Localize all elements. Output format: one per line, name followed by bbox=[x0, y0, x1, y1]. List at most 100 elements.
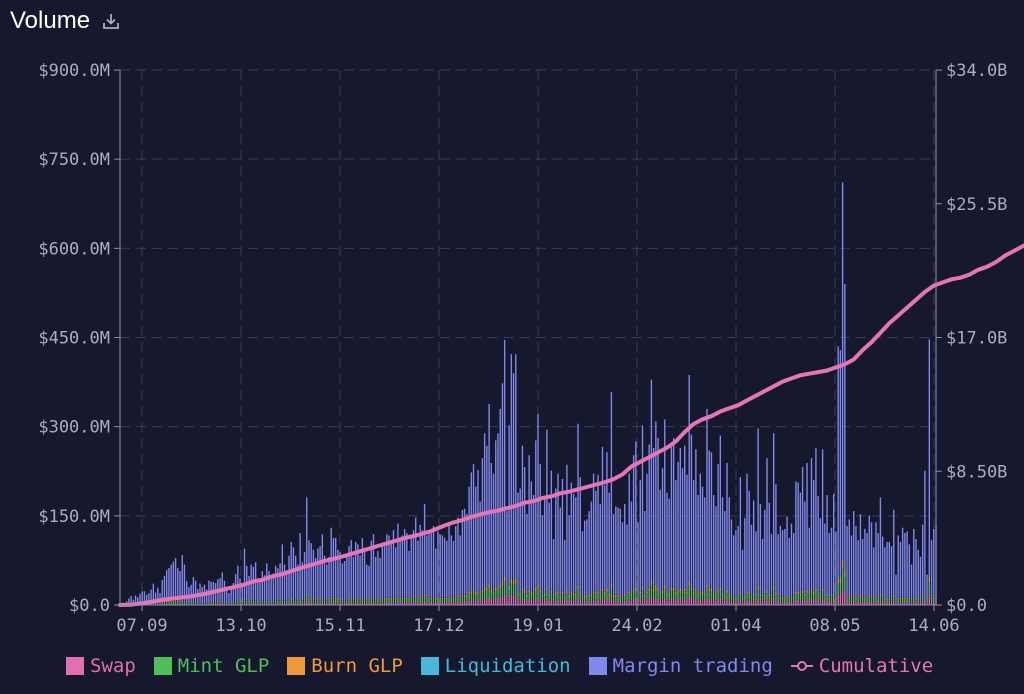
margin-trading-bar bbox=[715, 506, 717, 595]
margin-trading-bar bbox=[479, 501, 481, 594]
liquidation-bar bbox=[684, 587, 686, 589]
liquidation-bar bbox=[579, 590, 581, 592]
mint-glp-bar bbox=[681, 593, 684, 600]
margin-trading-bar bbox=[426, 535, 428, 598]
margin-trading-bar bbox=[699, 473, 702, 591]
liquidation-bar bbox=[706, 582, 708, 585]
burn-glp-bar bbox=[788, 597, 790, 600]
mint-glp-bar bbox=[728, 595, 730, 601]
liquidation-bar bbox=[539, 588, 541, 591]
margin-trading-bar bbox=[608, 492, 610, 593]
swap-bar bbox=[392, 602, 395, 605]
liquidation-bar bbox=[401, 597, 404, 598]
burn-glp-bar bbox=[183, 600, 186, 602]
legend-item-swap[interactable]: Swap bbox=[66, 655, 136, 677]
liquidation-bar bbox=[386, 597, 388, 598]
burn-glp-bar bbox=[535, 587, 537, 591]
legend-swatch bbox=[287, 657, 306, 675]
swap-bar bbox=[924, 599, 926, 605]
margin-trading-bar bbox=[501, 383, 504, 580]
mint-glp-bar bbox=[661, 593, 664, 600]
margin-trading-bar bbox=[328, 556, 330, 600]
liquidation-bar bbox=[584, 595, 586, 597]
mint-glp-bar bbox=[348, 600, 350, 603]
liquidation-bar bbox=[403, 596, 406, 598]
swap-bar bbox=[752, 600, 755, 605]
burn-glp-bar bbox=[890, 599, 893, 601]
mint-glp-bar bbox=[468, 594, 470, 601]
swap-bar bbox=[390, 602, 392, 605]
mint-glp-bar bbox=[206, 603, 208, 605]
mint-glp-bar bbox=[163, 602, 166, 604]
swap-bar bbox=[890, 602, 893, 605]
liquidation-bar bbox=[261, 600, 263, 602]
burn-glp-bar bbox=[457, 595, 459, 598]
margin-trading-bar bbox=[517, 492, 519, 593]
margin-trading-bar bbox=[795, 481, 797, 591]
burn-glp-bar bbox=[477, 591, 479, 594]
download-icon[interactable] bbox=[100, 10, 122, 32]
burn-glp-bar bbox=[503, 576, 506, 582]
legend-item-mint-glp[interactable]: Mint GLP bbox=[153, 655, 269, 677]
mint-glp-bar bbox=[188, 603, 190, 605]
liquidation-bar bbox=[468, 591, 470, 593]
legend-item-burn-glp[interactable]: Burn GLP bbox=[287, 655, 403, 677]
mint-glp-bar bbox=[855, 597, 857, 602]
burn-glp-bar bbox=[379, 600, 381, 601]
mint-glp-bar bbox=[770, 599, 773, 603]
margin-trading-bar bbox=[301, 562, 304, 601]
mint-glp-bar bbox=[221, 602, 223, 604]
mint-glp-bar bbox=[819, 597, 822, 602]
mint-glp-bar bbox=[301, 601, 304, 604]
mint-glp-bar bbox=[350, 599, 352, 603]
liquidation-bar bbox=[833, 592, 835, 594]
swap-bar bbox=[775, 600, 777, 605]
swap-bar bbox=[539, 599, 541, 605]
liquidation-bar bbox=[537, 583, 539, 585]
mint-glp-bar bbox=[732, 599, 735, 603]
swap-bar bbox=[766, 599, 768, 605]
mint-glp-bar bbox=[397, 597, 399, 602]
mint-glp-bar bbox=[801, 593, 804, 600]
liquidation-bar bbox=[461, 594, 464, 595]
legend-item-cumulative[interactable]: Cumulative bbox=[790, 655, 933, 677]
burn-glp-bar bbox=[804, 594, 806, 597]
margin-trading-bar bbox=[690, 434, 693, 586]
margin-trading-bar bbox=[781, 530, 784, 597]
burn-glp-bar bbox=[375, 600, 377, 601]
burn-glp-bar bbox=[588, 594, 590, 597]
burn-glp-bar bbox=[597, 591, 599, 594]
swap-bar bbox=[346, 603, 348, 605]
burn-glp-bar bbox=[483, 587, 486, 591]
burn-glp-bar bbox=[521, 588, 524, 592]
margin-trading-bar bbox=[401, 535, 404, 598]
mint-glp-bar bbox=[519, 594, 521, 601]
mint-glp-bar bbox=[543, 595, 546, 601]
margin-trading-bar bbox=[510, 354, 513, 577]
mint-glp-bar bbox=[744, 597, 746, 602]
margin-trading-bar bbox=[226, 589, 228, 604]
mint-glp-bar bbox=[375, 600, 377, 604]
mint-glp-bar bbox=[172, 601, 175, 604]
mint-glp-bar bbox=[577, 588, 579, 598]
swap-bar bbox=[830, 602, 833, 605]
margin-trading-bar bbox=[661, 468, 664, 590]
swap-bar bbox=[928, 593, 931, 605]
margin-trading-bar bbox=[172, 561, 175, 601]
mint-glp-bar bbox=[443, 599, 446, 603]
burn-glp-bar bbox=[350, 597, 352, 600]
swap-bar bbox=[652, 598, 655, 605]
legend-item-margin-trading[interactable]: Margin trading bbox=[588, 655, 773, 677]
liquidation-bar bbox=[848, 595, 850, 597]
swap-bar bbox=[212, 603, 215, 605]
margin-trading-bar bbox=[241, 584, 243, 603]
swap-bar bbox=[859, 601, 862, 605]
swap-bar bbox=[317, 602, 319, 605]
mint-glp-bar bbox=[232, 602, 235, 604]
burn-glp-bar bbox=[630, 594, 633, 597]
swap-bar bbox=[166, 603, 168, 605]
burn-glp-bar bbox=[608, 593, 610, 596]
margin-trading-bar bbox=[526, 514, 528, 595]
swap-bar bbox=[477, 599, 479, 605]
legend-item-liquidation[interactable]: Liquidation bbox=[420, 655, 571, 677]
